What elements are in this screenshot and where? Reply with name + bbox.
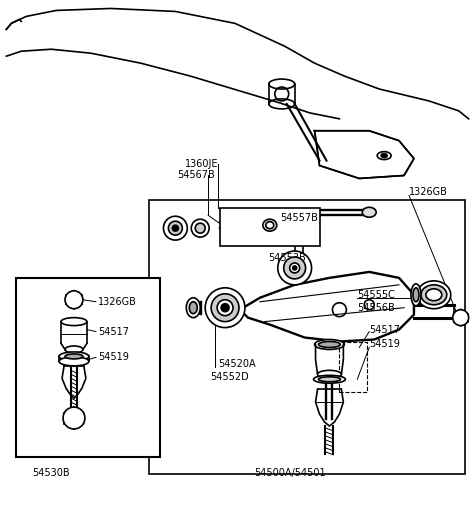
Polygon shape	[240, 272, 414, 341]
Ellipse shape	[266, 222, 274, 229]
Text: 54517: 54517	[369, 324, 400, 335]
Ellipse shape	[426, 289, 442, 301]
Circle shape	[278, 251, 312, 285]
Circle shape	[293, 266, 297, 270]
Text: 54567B: 54567B	[177, 171, 215, 180]
Bar	[16, 278, 161, 457]
Ellipse shape	[319, 377, 341, 382]
Text: 54500A/54501: 54500A/54501	[254, 468, 325, 478]
Ellipse shape	[263, 219, 277, 231]
Text: 54530B: 54530B	[32, 468, 70, 478]
Ellipse shape	[59, 352, 89, 361]
Text: 54555C: 54555C	[357, 290, 395, 300]
Text: 54519: 54519	[98, 353, 129, 362]
Circle shape	[191, 219, 209, 237]
Text: 54552D: 54552D	[210, 372, 249, 382]
Ellipse shape	[317, 370, 342, 378]
Ellipse shape	[421, 285, 447, 305]
Ellipse shape	[411, 284, 421, 306]
Circle shape	[169, 221, 182, 235]
Circle shape	[205, 288, 245, 327]
Circle shape	[217, 300, 233, 316]
Ellipse shape	[413, 288, 419, 302]
Circle shape	[290, 263, 300, 273]
Ellipse shape	[314, 340, 344, 350]
Ellipse shape	[314, 375, 345, 383]
Circle shape	[65, 291, 83, 309]
Text: 54557B: 54557B	[280, 213, 318, 223]
Circle shape	[195, 223, 205, 233]
Bar	[340, 342, 367, 392]
Bar	[220, 208, 320, 246]
Text: 54520A: 54520A	[218, 359, 256, 370]
Ellipse shape	[59, 357, 89, 366]
Ellipse shape	[381, 154, 387, 158]
Ellipse shape	[186, 298, 200, 318]
Text: 1326GB: 1326GB	[409, 188, 448, 197]
Text: 54556B: 54556B	[357, 303, 395, 313]
Circle shape	[453, 310, 469, 325]
Circle shape	[284, 257, 305, 279]
Ellipse shape	[189, 302, 197, 314]
Text: 1360JE: 1360JE	[185, 158, 219, 169]
Ellipse shape	[362, 207, 376, 217]
Circle shape	[172, 225, 178, 231]
Text: 54517: 54517	[98, 326, 129, 337]
Ellipse shape	[417, 281, 451, 309]
Text: 1326GB: 1326GB	[98, 297, 137, 307]
Circle shape	[221, 304, 229, 311]
Ellipse shape	[65, 354, 83, 359]
Text: 54553B: 54553B	[268, 253, 305, 263]
Bar	[149, 200, 465, 474]
Polygon shape	[314, 131, 414, 178]
Text: 54519: 54519	[369, 339, 400, 350]
Circle shape	[163, 216, 187, 240]
Circle shape	[211, 294, 239, 322]
Ellipse shape	[319, 341, 341, 347]
Circle shape	[63, 407, 85, 429]
Ellipse shape	[65, 346, 83, 353]
Ellipse shape	[61, 318, 87, 325]
